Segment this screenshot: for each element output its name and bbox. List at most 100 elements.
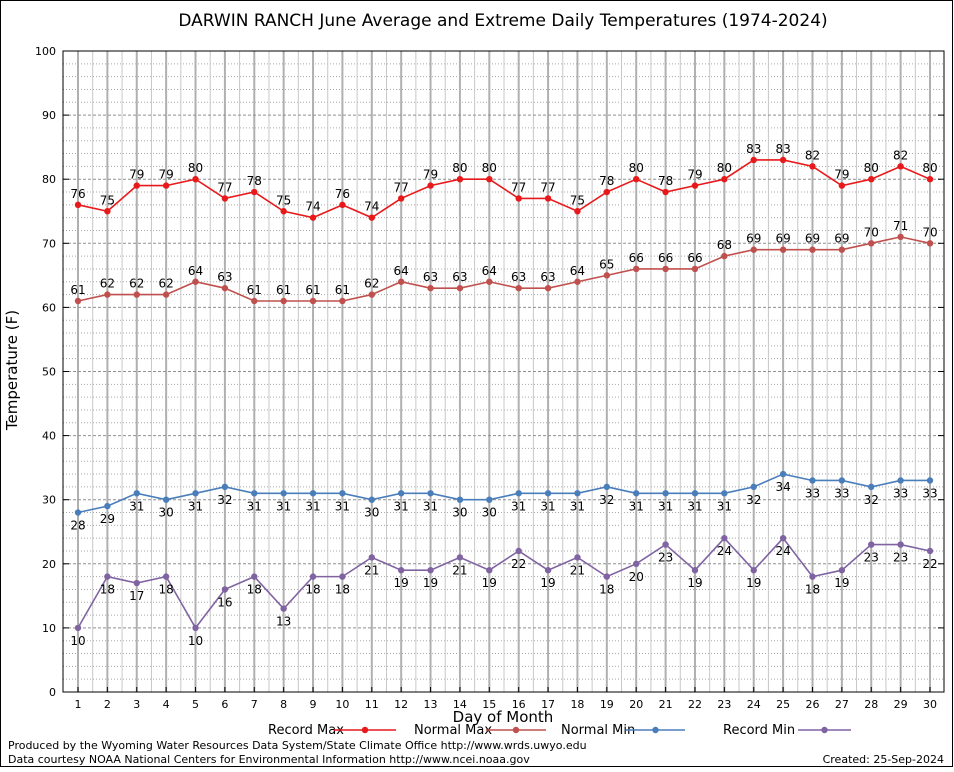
record-min-data-label: 23 <box>864 551 879 565</box>
normal-max-point <box>838 246 846 253</box>
normal-min-point <box>251 490 258 497</box>
record-max-data-label: 75 <box>570 193 585 207</box>
record-max-data-label: 74 <box>305 200 320 214</box>
normal-min-point <box>221 483 229 491</box>
x-tick-label: 22 <box>688 698 702 711</box>
record-min-data-label: 18 <box>100 583 115 597</box>
record-max-data-label: 75 <box>276 193 291 207</box>
normal-min-data-label: 31 <box>687 499 702 513</box>
record-min-point <box>368 554 375 561</box>
record-max-point <box>280 208 287 215</box>
record-max-point <box>868 176 875 183</box>
x-tick-label: 25 <box>776 698 790 711</box>
record-max-point <box>574 208 581 215</box>
normal-max-point <box>427 284 434 292</box>
record-max-point <box>251 188 258 196</box>
normal-min-point <box>750 483 757 491</box>
x-tick-label: 29 <box>894 698 908 711</box>
normal-min-data-label: 31 <box>247 499 262 513</box>
y-tick-label: 100 <box>35 45 56 58</box>
record-min-data-label: 19 <box>746 576 761 590</box>
normal-min-data-label: 31 <box>305 499 320 513</box>
record-max-data-label: 79 <box>687 168 702 182</box>
normal-max-point <box>397 278 405 285</box>
normal-min-data-label: 29 <box>100 512 115 526</box>
x-tick-label: 14 <box>453 698 467 711</box>
normal-min-point <box>280 490 287 497</box>
normal-min-data-label: 28 <box>70 519 85 533</box>
record-min-point <box>662 541 669 548</box>
normal-max-data-label: 61 <box>247 283 262 297</box>
normal-max-line <box>77 236 931 302</box>
normal-max-data-label: 65 <box>599 257 614 271</box>
normal-min-point <box>779 470 787 478</box>
record-min-point <box>280 605 287 612</box>
record-min-point <box>897 541 904 548</box>
created-date: Created: 25-Sep-2024 <box>822 753 944 766</box>
y-tick-label: 90 <box>42 109 56 122</box>
record-min-point <box>779 534 787 542</box>
y-tick-label: 70 <box>42 237 56 250</box>
x-tick-label: 19 <box>600 698 614 711</box>
record-max-point <box>368 214 375 221</box>
normal-min-point <box>456 496 464 503</box>
normal-max-data-label: 61 <box>305 283 320 297</box>
normal-max-data-label: 68 <box>717 238 732 252</box>
normal-max-point <box>133 291 140 298</box>
x-tick-label: 20 <box>629 698 643 711</box>
y-tick-label: 10 <box>42 622 56 635</box>
y-tick-label: 0 <box>49 686 56 699</box>
normal-min-point <box>897 477 904 484</box>
record-min-point <box>515 547 522 555</box>
record-min-point <box>339 573 346 580</box>
record-max-point <box>192 176 199 183</box>
normal-min-point <box>427 490 434 497</box>
record-max-point <box>691 182 699 189</box>
record-max-data-label: 80 <box>188 161 203 175</box>
normal-max-data-label: 64 <box>482 264 497 278</box>
normal-max-point <box>221 284 229 292</box>
record-min-data-label: 16 <box>217 595 232 609</box>
normal-max-data-label: 66 <box>687 251 702 265</box>
record-min-data-label: 18 <box>335 583 350 597</box>
normal-min-data-label: 33 <box>834 486 849 500</box>
record-min-point <box>691 567 699 574</box>
legend-label-normal-min: Normal Min <box>561 723 635 738</box>
normal-min-data-label: 33 <box>805 486 820 500</box>
normal-min-data-label: 31 <box>423 499 438 513</box>
record-min-data-label: 18 <box>599 583 614 597</box>
record-max-point <box>721 176 728 183</box>
normal-max-point <box>603 272 611 279</box>
normal-min-point <box>603 483 611 491</box>
record-min-data-label: 19 <box>394 576 409 590</box>
normal-min-data-label: 31 <box>276 499 291 513</box>
x-tick-label: 17 <box>541 698 555 711</box>
normal-min-data-label: 32 <box>599 493 614 507</box>
normal-min-point <box>662 490 669 497</box>
normal-max-data-label: 64 <box>394 264 409 278</box>
legend: Record Max Normal Max Normal Min Record Min <box>268 723 851 738</box>
record-min-data-label: 10 <box>188 634 203 648</box>
record-min-data-label: 18 <box>805 583 820 597</box>
record-min-point <box>397 567 405 574</box>
normal-min-data-label: 31 <box>658 499 673 513</box>
x-tick-label: 15 <box>482 698 496 711</box>
axis-ticks: 1 2 3 4 5 6 7 8 9 10 11 12 13 14 15 16 17 18 19 20 21 22 23 24 2… <box>35 45 944 711</box>
normal-min-point <box>192 490 199 497</box>
record-max-point <box>544 195 552 202</box>
record-max-point <box>309 214 317 221</box>
normal-max-data-label: 62 <box>129 277 144 291</box>
record-max-point <box>339 201 346 209</box>
record-max-point <box>427 182 434 189</box>
normal-min-data-label: 34 <box>775 480 790 494</box>
normal-max-point <box>544 284 552 292</box>
x-tick-label: 21 <box>659 698 673 711</box>
data-courtesy-note: Data courtesy NOAA National Centers for … <box>8 753 530 766</box>
normal-max-data-label: 62 <box>364 277 379 291</box>
x-tick-label: 23 <box>717 698 731 711</box>
record-min-point <box>427 567 434 574</box>
normal-min-point <box>544 490 552 497</box>
normal-min-data-label: 31 <box>394 499 409 513</box>
record-min-data-label: 23 <box>658 551 673 565</box>
